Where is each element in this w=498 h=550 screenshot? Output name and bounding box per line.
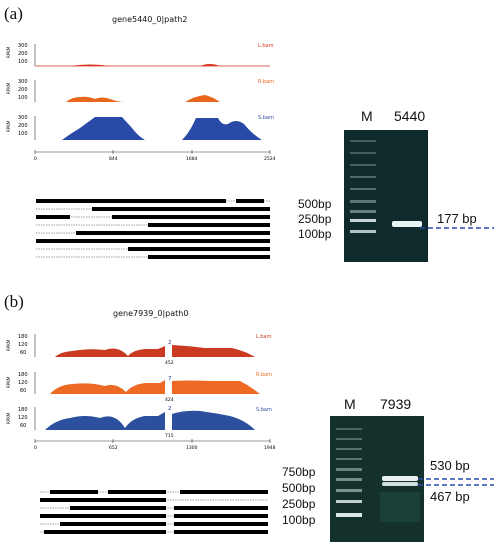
xtick: 1300 [186, 445, 198, 451]
gel-a-image [344, 130, 428, 262]
coverage-area [35, 345, 270, 357]
ytick: 200 [18, 51, 28, 57]
ytick: 60 [20, 423, 26, 429]
ladder-label: 250bp [282, 497, 316, 511]
panel-b-label: (b) [4, 292, 24, 311]
ylabel: RPKM [6, 120, 11, 132]
gel-b-marker-label: M [344, 396, 356, 412]
ladder-lane-a [350, 140, 376, 233]
ytick: 120 [18, 380, 28, 386]
junction-position: 715 [165, 433, 174, 439]
coverage-area [35, 380, 270, 394]
coverage-area [35, 410, 270, 430]
ytick: 60 [20, 350, 26, 356]
ytick: 100 [18, 131, 28, 137]
ylabel: RPKM [6, 339, 11, 351]
band-177 [392, 221, 422, 227]
junction-count: 7 [168, 376, 172, 382]
track-a-s: 300 200 100 RPKM S.bam [6, 115, 274, 140]
panel-a-xaxis: 0 844 1684 2524 [34, 150, 276, 162]
ytick: 200 [18, 123, 28, 129]
track-name: R.bam [256, 372, 272, 378]
track-a-l: 300 200 100 RPKM L.bam [6, 43, 274, 67]
panel-a-label: (a) [4, 4, 23, 23]
track-a-r: 300 200 100 RPKM R.bam [6, 79, 274, 102]
ylabel: RPKM [6, 46, 11, 58]
gel-b-sample-label: 7939 [380, 396, 412, 412]
ladder-label: 100bp [282, 513, 316, 527]
panel-a-gene-title: gene5440_0|path2 [112, 15, 188, 24]
ytick: 180 [18, 372, 28, 378]
coverage-area [35, 95, 270, 102]
ylabel: RPKM [6, 82, 11, 94]
ytick: 300 [18, 115, 28, 121]
panel-a-isoforms [36, 199, 270, 259]
band-upper-size-label: 530 bp [430, 458, 470, 473]
xtick: 1948 [264, 445, 276, 451]
ytick: 300 [18, 79, 28, 85]
band-size-label: 177 bp [437, 211, 477, 226]
ytick: 100 [18, 95, 28, 101]
gel-a-marker-label: M [361, 108, 373, 124]
track-b-l: 180 120 60 RPKM 2 452 L.bam [6, 334, 272, 366]
junction-count: 2 [168, 406, 172, 412]
track-name: S.bam [258, 115, 274, 121]
ytick: 120 [18, 342, 28, 348]
panel-b-gene-title: gene7939_0|path0 [113, 309, 189, 318]
track-b-s: 180 120 60 RPKM 2 715 S.bam [6, 406, 272, 439]
coverage-area [35, 64, 270, 66]
xtick: 0 [34, 445, 37, 451]
track-name: R.bam [258, 79, 274, 85]
xtick: 2524 [264, 156, 276, 162]
ytick: 200 [18, 87, 28, 93]
ytick: 180 [18, 334, 28, 340]
xtick: 844 [109, 156, 118, 162]
ytick: 180 [18, 407, 28, 413]
ladder-label: 500bp [298, 197, 332, 211]
track-b-r: 180 120 60 RPKM 7 424 R.bam [6, 372, 272, 403]
ylabel: RPKM [6, 412, 11, 424]
gel-a-sample-label: 5440 [394, 108, 426, 124]
panel-b-xaxis: 0 652 1300 1948 [34, 439, 276, 451]
ladder-lane-b [336, 428, 362, 517]
ytick: 300 [18, 43, 28, 49]
ytick: 120 [18, 415, 28, 421]
ylabel: RPKM [6, 376, 11, 388]
panel-b-isoforms [40, 490, 268, 534]
ladder-label: 500bp [282, 481, 316, 495]
track-name: L.bam [258, 43, 274, 49]
junction-position: 452 [165, 360, 174, 366]
ladder-label: 750bp [282, 465, 316, 479]
track-name: L.bam [256, 334, 272, 340]
band-lower [382, 482, 418, 486]
ladder-label: 250bp [298, 212, 332, 226]
junction-count: 2 [168, 340, 172, 346]
xtick: 652 [109, 445, 118, 451]
ytick: 60 [20, 388, 26, 394]
ytick: 100 [18, 59, 28, 65]
xtick: 1684 [186, 156, 198, 162]
track-name: S.bam [256, 407, 272, 413]
coverage-area [35, 117, 270, 140]
xtick: 0 [34, 156, 37, 162]
ladder-label: 100bp [298, 227, 332, 241]
band-upper [382, 476, 418, 481]
junction-position: 424 [165, 397, 174, 403]
gel-b-image [330, 416, 424, 542]
band-lower-size-label: 467 bp [430, 489, 470, 504]
